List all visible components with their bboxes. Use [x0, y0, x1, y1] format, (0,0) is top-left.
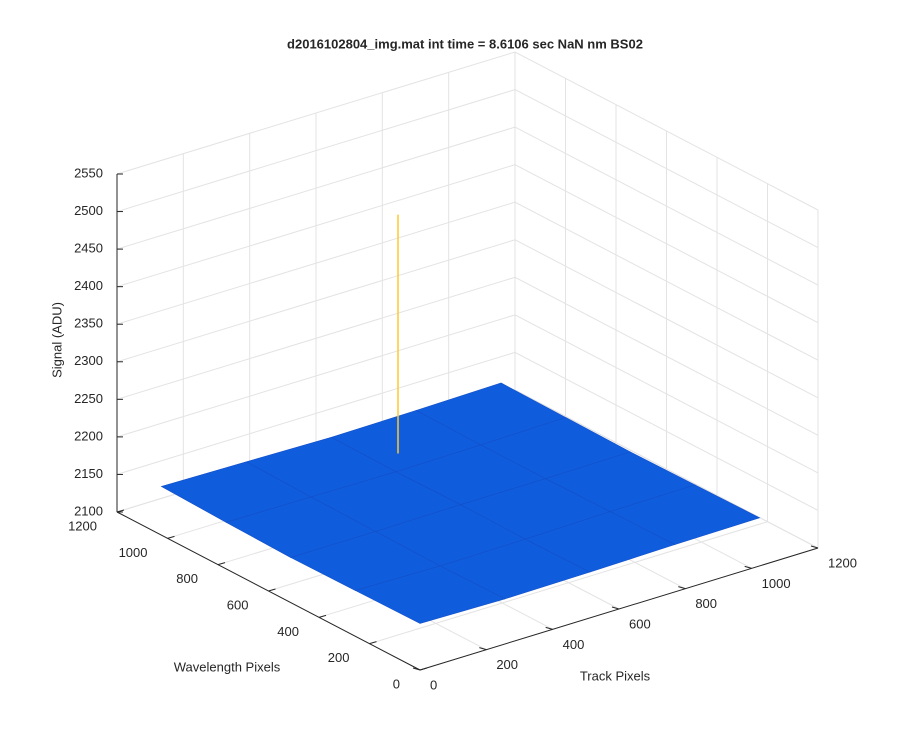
x-tick-label: 600 [629, 616, 651, 631]
x-tick [744, 565, 752, 569]
x-tick-label: 400 [563, 637, 585, 652]
y-tick-label: 1200 [68, 518, 97, 533]
z-tick-label: 2250 [74, 391, 103, 406]
grid-line [116, 164, 819, 324]
y-tick [268, 588, 276, 592]
y-tick [217, 562, 226, 566]
y-tick-label: 600 [227, 597, 249, 612]
y-tick [167, 535, 175, 539]
z-axis-label: Signal (ADU) [49, 302, 64, 378]
grid-line [116, 351, 819, 511]
y-tick-label: 0 [393, 676, 400, 691]
x-tick [810, 545, 819, 549]
y-tick [116, 509, 125, 513]
grid-line [116, 201, 819, 361]
y-tick [419, 667, 428, 671]
y-tick-label: 800 [176, 571, 198, 586]
z-tick-label: 2500 [74, 203, 103, 218]
grid-line [116, 126, 819, 286]
y-tick [369, 641, 377, 645]
x-axis-label: Track Pixels [580, 668, 651, 683]
x-tick-label: 1200 [828, 555, 857, 570]
x-tick-label: 800 [695, 596, 717, 611]
grid-line [116, 239, 819, 399]
y-tick-label: 400 [277, 624, 299, 639]
grid-line [116, 314, 819, 474]
z-tick-label: 2400 [74, 278, 103, 293]
x-tick [611, 606, 620, 610]
z-tick-label: 2550 [74, 165, 103, 180]
x-tick-label: 200 [496, 657, 518, 672]
z-tick-label: 2300 [74, 353, 103, 368]
x-tick [678, 586, 686, 590]
y-tick-label: 200 [328, 650, 350, 665]
y-tick-label: 1000 [119, 545, 148, 560]
z-tick-label: 2100 [74, 503, 103, 518]
y-axis-label: Wavelength Pixels [174, 659, 281, 674]
z-tick-label: 2200 [74, 428, 103, 443]
chart-title: d2016102804_img.mat int time = 8.6106 se… [287, 36, 643, 51]
z-tick-label: 2450 [74, 241, 103, 256]
grid-line [116, 51, 819, 211]
surface-patch [354, 565, 506, 624]
z-tick-label: 2350 [74, 316, 103, 331]
x-tick [479, 647, 487, 651]
y-tick [318, 614, 327, 618]
x-tick [545, 626, 553, 630]
x-tick-label: 1000 [762, 576, 791, 591]
z-tick-label: 2150 [74, 466, 103, 481]
x-tick-label: 0 [430, 677, 437, 692]
grid-line [116, 276, 819, 436]
grid-line [116, 89, 819, 249]
x-tick [412, 667, 421, 671]
